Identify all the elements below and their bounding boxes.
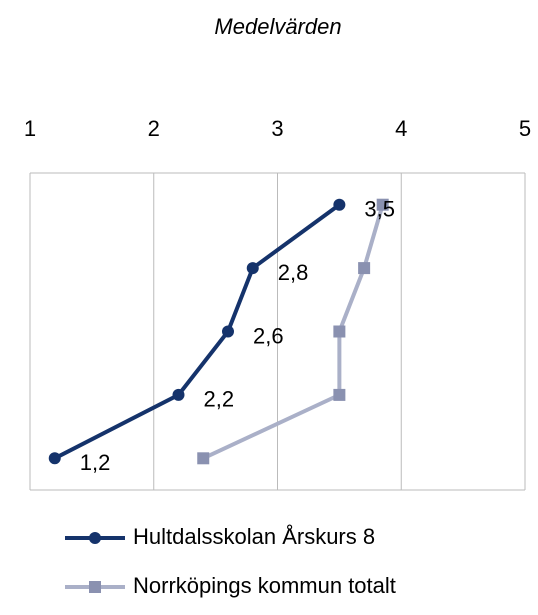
x-tick-label: 3: [271, 116, 283, 141]
x-tick-label: 1: [24, 116, 36, 141]
legend-label: Norrköpings kommun totalt: [133, 573, 396, 598]
data-point: [333, 198, 346, 211]
legend-label: Hultdalsskolan Årskurs 8: [133, 524, 375, 549]
data-point: [222, 325, 234, 338]
x-tick-label: 2: [148, 116, 160, 141]
x-tick-label: 5: [519, 116, 531, 141]
data-point: [48, 452, 61, 465]
chart-title: Medelvärden: [214, 14, 341, 39]
data-point: [376, 198, 389, 211]
data-point: [333, 388, 346, 401]
data-label: 2,8: [278, 260, 309, 285]
legend-marker: [89, 532, 101, 544]
data-label: 1,2: [80, 450, 111, 475]
series-line: [53, 203, 341, 461]
legend-marker: [89, 581, 101, 593]
data-label: 2,6: [253, 323, 284, 348]
data-point: [358, 262, 371, 275]
data-label: 3,5: [364, 197, 395, 222]
x-tick-label: 4: [395, 116, 407, 141]
data-point: [246, 262, 259, 275]
data-point: [197, 452, 210, 465]
data-point: [172, 388, 185, 401]
data-point: [333, 325, 346, 338]
data-label: 2,2: [204, 387, 235, 412]
